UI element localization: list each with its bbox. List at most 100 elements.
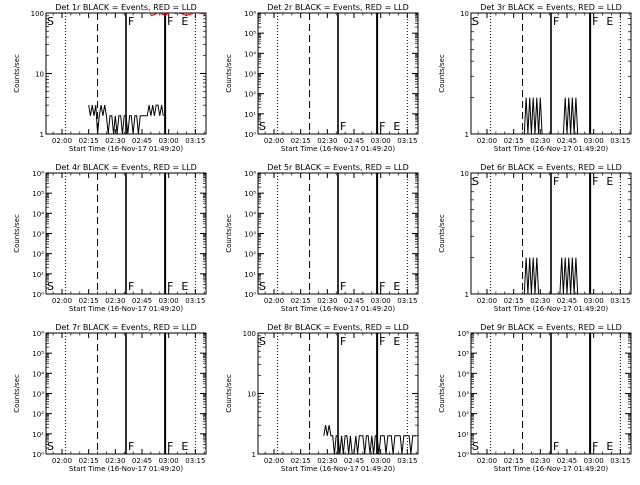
- y-tick-label: 10: [35, 71, 44, 79]
- panel-det-4: Det 4r BLACK = Events, RED = LLD 10⁰ 10¹ 10…: [13, 163, 207, 313]
- y-tick-label: 10⁰: [32, 291, 44, 299]
- x-tick-label: 02:45: [557, 297, 577, 305]
- y-tick-label: 10³: [32, 391, 44, 399]
- y-tick-label: 10⁵: [32, 190, 44, 198]
- x-axis-label: Start Time (16-Nov-17 01:49:20): [494, 465, 608, 473]
- events-series-line: [523, 97, 579, 134]
- x-tick-label: 02:15: [79, 137, 99, 145]
- x-tick-label: 03:00: [584, 297, 604, 305]
- marker-label-s: S: [472, 15, 479, 28]
- marker-label-s: S: [472, 440, 479, 453]
- x-tick-label: 02:15: [79, 457, 99, 465]
- marker-label-f: F: [167, 440, 173, 453]
- y-tick-label: 10¹: [244, 271, 256, 279]
- marker-label-f: F: [128, 280, 134, 293]
- marker-label-f: F: [553, 15, 559, 28]
- y-tick-label: 10⁴: [244, 50, 256, 58]
- panel-det-7: Det 7r BLACK = Events, RED = LLD 10⁰ 10¹ 10…: [13, 323, 207, 473]
- y-tick-label: 10⁰: [457, 451, 469, 459]
- x-tick-label: 02:00: [52, 297, 72, 305]
- panel-det-6: Det 6r BLACK = Events, RED = LLD 1 10 Count…: [438, 163, 632, 313]
- x-axis-label: Start Time (16-Nov-17 01:49:20): [69, 465, 183, 473]
- y-tick-label: 10⁰: [244, 291, 256, 299]
- marker-label-e: E: [181, 440, 188, 453]
- y-tick-label: 10³: [457, 391, 469, 399]
- x-tick-label: 02:00: [477, 457, 497, 465]
- x-tick-label: 02:45: [557, 137, 577, 145]
- marker-label-f: F: [167, 15, 173, 28]
- x-axis-label: Start Time (16-Nov-17 01:49:20): [69, 305, 183, 313]
- x-axis-label: Start Time (16-Nov-17 01:49:20): [494, 145, 608, 153]
- marker-label-f: F: [379, 335, 385, 348]
- x-tick-label: 02:30: [105, 137, 125, 145]
- y-tick-label: 10⁴: [32, 370, 44, 378]
- y-tick-label: 10²: [244, 251, 256, 259]
- x-tick-label: 03:00: [371, 137, 391, 145]
- y-axis-label: Counts/sec: [438, 214, 446, 253]
- y-axis-label: Counts/sec: [225, 374, 233, 413]
- marker-label-s: S: [472, 175, 479, 188]
- y-tick-label: 100: [31, 10, 44, 18]
- x-axis-label: Start Time (16-Nov-17 01:49:20): [281, 145, 395, 153]
- y-tick-label: 10²: [457, 411, 469, 419]
- y-tick-label: 1: [40, 131, 44, 139]
- x-tick-label: 03:00: [159, 457, 179, 465]
- x-tick-label: 03:00: [584, 457, 604, 465]
- y-axis-label: Counts/sec: [13, 214, 21, 253]
- y-tick-label: 10: [460, 170, 469, 178]
- y-tick-label: 10⁵: [244, 30, 256, 38]
- y-tick-label: 10⁴: [32, 210, 44, 218]
- marker-label-f: F: [592, 15, 598, 28]
- x-tick-label: 02:45: [132, 457, 152, 465]
- y-tick-label: 10¹: [32, 431, 44, 439]
- x-tick-label: 02:45: [344, 297, 364, 305]
- x-tick-label: 03:15: [397, 457, 417, 465]
- y-axis-label: Counts/sec: [438, 54, 446, 93]
- marker-label-e: E: [181, 15, 188, 28]
- x-tick-label: 02:15: [504, 297, 524, 305]
- marker-label-f: F: [128, 440, 134, 453]
- panel-title: Det 2r BLACK = Events, RED = LLD: [267, 3, 409, 12]
- x-tick-label: 03:15: [185, 137, 205, 145]
- marker-label-f: F: [340, 280, 346, 293]
- x-tick-label: 02:45: [557, 457, 577, 465]
- x-tick-label: 02:45: [344, 457, 364, 465]
- x-tick-label: 03:00: [371, 297, 391, 305]
- x-tick-label: 02:30: [317, 297, 337, 305]
- x-tick-label: 02:00: [477, 137, 497, 145]
- y-tick-label: 1: [465, 291, 469, 299]
- marker-label-f: F: [553, 175, 559, 188]
- y-tick-label: 10⁶: [32, 330, 44, 338]
- x-tick-label: 03:15: [610, 297, 630, 305]
- marker-label-e: E: [393, 280, 400, 293]
- y-tick-label: 10²: [244, 91, 256, 99]
- marker-label-s: S: [47, 280, 54, 293]
- marker-label-f: F: [340, 120, 346, 133]
- y-tick-label: 10⁶: [244, 170, 256, 178]
- x-tick-label: 02:00: [52, 137, 72, 145]
- x-tick-label: 03:15: [185, 457, 205, 465]
- y-tick-label: 1: [465, 131, 469, 139]
- y-tick-label: 10¹: [244, 111, 256, 119]
- x-tick-label: 02:45: [132, 297, 152, 305]
- x-tick-label: 02:45: [132, 137, 152, 145]
- y-axis-label: Counts/sec: [225, 54, 233, 93]
- y-tick-label: 10⁶: [32, 170, 44, 178]
- y-tick-label: 10⁵: [457, 350, 469, 358]
- marker-label-s: S: [47, 440, 54, 453]
- marker-label-f: F: [340, 335, 346, 348]
- x-tick-label: 02:00: [264, 137, 284, 145]
- marker-label-f: F: [379, 280, 385, 293]
- x-tick-label: 03:00: [159, 137, 179, 145]
- x-tick-label: 02:30: [317, 457, 337, 465]
- marker-label-e: E: [606, 15, 613, 28]
- x-tick-label: 03:15: [397, 137, 417, 145]
- panel-det-2: Det 2r BLACK = Events, RED = LLD 10⁰ 10¹ 10…: [225, 3, 419, 153]
- marker-label-e: E: [606, 440, 613, 453]
- marker-label-s: S: [47, 15, 54, 28]
- panel-title: Det 1r BLACK = Events, RED = LLD: [55, 3, 197, 12]
- x-tick-label: 02:15: [291, 297, 311, 305]
- x-axis-label: Start Time (16-Nov-17 01:49:20): [281, 305, 395, 313]
- y-axis-label: Counts/sec: [13, 54, 21, 93]
